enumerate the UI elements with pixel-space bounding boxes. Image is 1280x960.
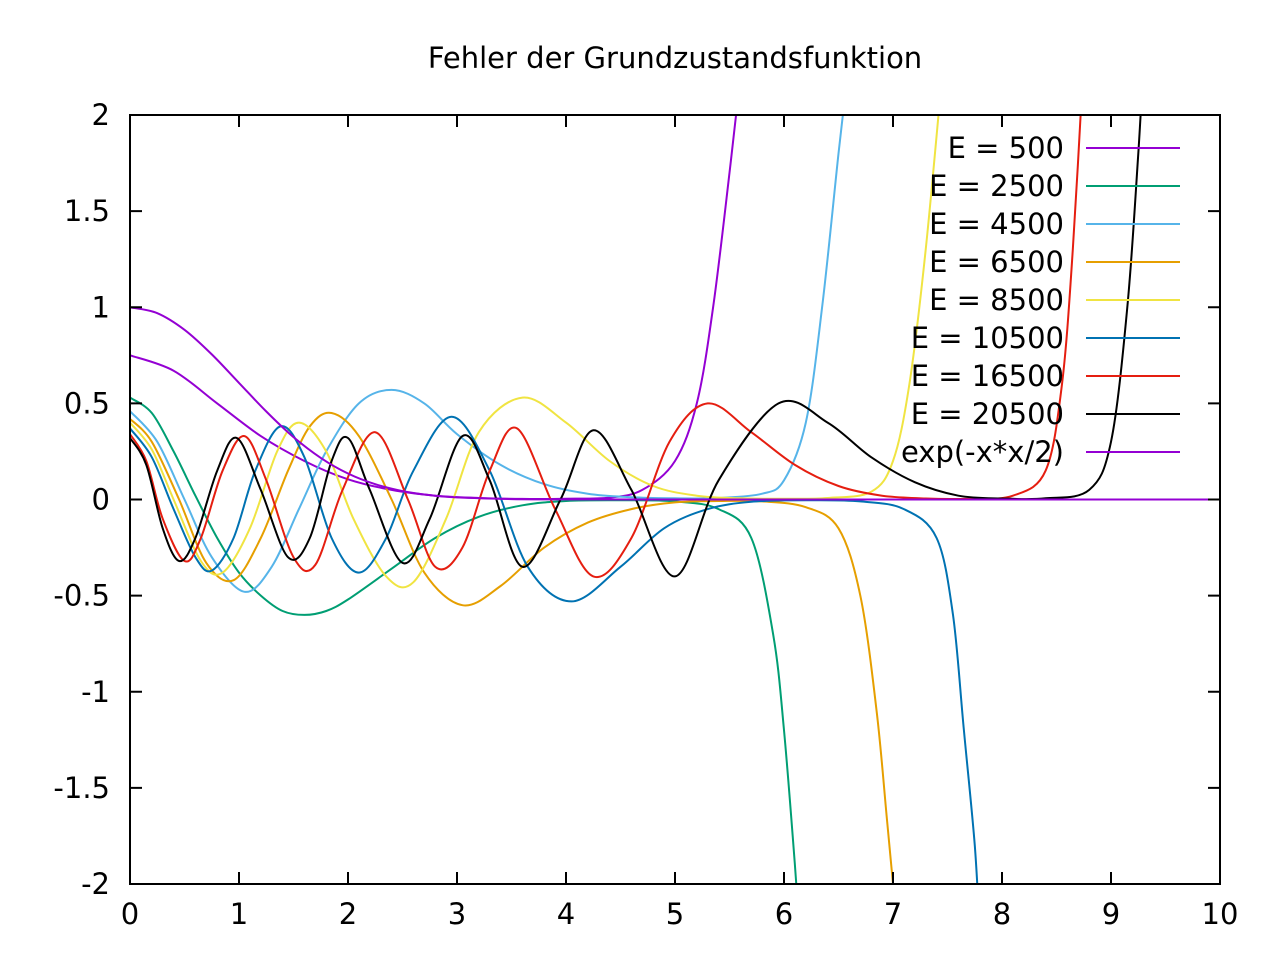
- y-tick-label: -1.5: [53, 771, 110, 805]
- series-line-1: [130, 115, 738, 501]
- x-tick-label: 0: [121, 897, 139, 931]
- y-tick-label: 0.5: [64, 386, 110, 420]
- legend-label: E = 500: [948, 131, 1064, 165]
- y-tick-label: 1.5: [64, 194, 110, 228]
- y-tick-label: 0: [92, 483, 110, 517]
- x-tick-label: 6: [775, 897, 793, 931]
- x-tick-label: 8: [993, 897, 1011, 931]
- legend-label: E = 10500: [911, 321, 1064, 355]
- x-tick-label: 4: [557, 897, 575, 931]
- series-line-2: [130, 396, 798, 884]
- y-tick-label: -0.5: [53, 579, 110, 613]
- series-line-3: [130, 115, 844, 593]
- y-tick-label: -1: [81, 675, 110, 709]
- y-tick-label: -2: [81, 867, 110, 901]
- legend-label: E = 16500: [911, 359, 1064, 393]
- x-tick-label: 3: [448, 897, 466, 931]
- legend-label: exp(-x*x/2): [901, 435, 1064, 469]
- series-line-6: [130, 415, 979, 884]
- legend-label: E = 20500: [911, 397, 1064, 431]
- x-tick-label: 5: [666, 897, 684, 931]
- y-tick-label: 1: [92, 290, 110, 324]
- x-tick-label: 7: [884, 897, 902, 931]
- legend-label: E = 4500: [929, 207, 1064, 241]
- series-line-9: [130, 306, 1220, 501]
- series-line-4: [130, 411, 895, 884]
- x-tick-label: 2: [339, 897, 357, 931]
- series-line-5: [130, 115, 940, 589]
- y-tick-label: 2: [92, 98, 110, 132]
- legend-label: E = 6500: [929, 245, 1064, 279]
- x-tick-label: 1: [230, 897, 248, 931]
- ticks-layer: 0 1 2 3 4 5 6 7 8 9 10 -2 -1.5 -1 -0.5 0 0.5 1 1.5 2: [53, 98, 1238, 931]
- series-layer: [130, 115, 1220, 884]
- legend: E = 500 E = 2500 E = 4500 E = 6500 E = 8500 E…: [901, 131, 1180, 469]
- x-tick-label: 9: [1102, 897, 1120, 931]
- legend-label: E = 2500: [929, 169, 1064, 203]
- x-tick-label: 10: [1202, 897, 1239, 931]
- chart-title: Fehler der Grundzustandsfunktion: [428, 41, 922, 75]
- legend-label: E = 8500: [929, 283, 1064, 317]
